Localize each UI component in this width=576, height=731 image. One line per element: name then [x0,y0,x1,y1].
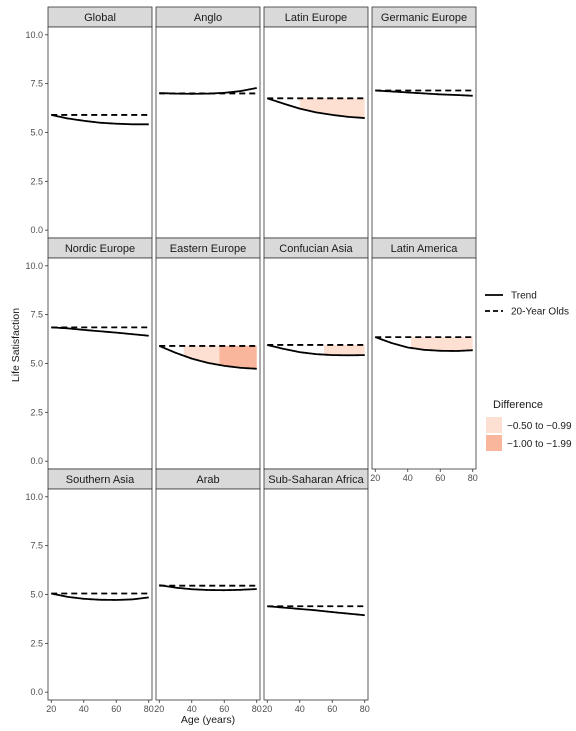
x-tick-label: 80 [468,473,478,483]
x-tick-label: 60 [435,473,445,483]
panel-plot-area [371,257,477,470]
trend-line [51,114,149,126]
trend-line [375,89,473,97]
panel-plot-area [47,26,153,239]
legend-fill-swatch [486,435,502,451]
y-tick-label: 2.5 [30,407,43,417]
panel-germanic-europe: Germanic Europe [371,6,477,239]
panel-plot-area [263,257,369,470]
x-axis-title: Age (years) [181,714,235,726]
x-tick-label: 80 [252,704,262,714]
difference-shading [299,98,365,119]
difference-shading [219,345,257,369]
x-tick-label: 40 [79,704,89,714]
trend-line [159,584,257,592]
y-tick-label: 0.0 [30,456,43,466]
panel-title: Latin Europe [285,12,347,24]
panel-latin-america: Latin America 20 40 60 80 [370,237,478,483]
panel-global: Global 0.0 2.5 5.0 7.5 10.0 [25,6,153,239]
panel-plot-area [263,26,369,239]
panel-title: Global [84,12,116,24]
x-tick-label: 40 [295,704,305,714]
panel-eastern-europe: Eastern Europe [155,237,261,470]
x-tick-label: 40 [187,704,197,714]
difference-shading [324,344,365,356]
x-tick-label: 20 [154,704,164,714]
legend-fill-swatch [486,417,502,433]
legend-line-label: 20-Year Olds [511,307,569,318]
panel-nordic-europe: Nordic Europe 0.0 2.5 5.0 7.5 10.0 [25,237,153,470]
panel-title: Arab [196,474,219,486]
x-tick-label: 20 [46,704,56,714]
panel-plot-area [155,488,261,701]
y-tick-label: 10.0 [25,261,43,271]
trend-line [159,87,257,95]
y-tick-label: 10.0 [25,30,43,40]
panel-arab: Arab 20 40 60 80 [154,468,262,714]
y-tick-label: 2.5 [30,638,43,648]
panel-title: Southern Asia [66,474,135,486]
x-tick-label: 20 [262,704,272,714]
panel-anglo: Anglo [155,6,261,239]
x-tick-label: 40 [403,473,413,483]
panel-southern-asia: Southern Asia 0.0 2.5 5.0 7.5 10.0 20 40 60 80 [25,468,154,714]
trend-line [51,326,149,337]
trend-line [374,336,473,352]
panel-plot-area [47,257,153,470]
y-tick-label: 7.5 [30,310,43,320]
x-tick-label: 80 [360,704,370,714]
panel-title: Sub-Saharan Africa [268,474,364,486]
difference-shading [411,337,473,351]
trend-line [51,592,149,601]
y-tick-label: 5.0 [30,128,43,138]
panel-title: Eastern Europe [170,243,246,255]
panel-latin-europe: Latin Europe [263,6,369,239]
y-axis-title: Life Satisfaction [10,308,22,382]
difference-shading [183,345,220,365]
legend-line-label: Trend [511,291,537,302]
legend-fill-title: Difference [493,399,543,411]
panel-plot-area [47,488,153,701]
panel-sub-saharan-africa: Sub-Saharan Africa 20 40 60 80 [262,468,370,714]
y-tick-label: 2.5 [30,176,43,186]
panel-plot-area [371,26,477,239]
panel-plot-area [155,26,261,239]
y-tick-label: 0.0 [30,687,43,697]
x-tick-label: 80 [144,704,154,714]
panel-title: Confucian Asia [279,243,353,255]
x-tick-label: 60 [327,704,337,714]
trend-line [158,345,257,370]
legend-fill-label: −0.50 to −0.99 [507,421,572,432]
y-tick-label: 5.0 [30,359,43,369]
panels: Global 0.0 2.5 5.0 7.5 10.0 Anglo Latin Europe G… [25,6,478,714]
x-tick-label: 60 [219,704,229,714]
panel-confucian-asia: Confucian Asia [263,237,369,470]
trend-line [266,97,365,119]
legend: Trend 20-Year Olds Difference −0.50 to −0.9… [485,291,572,451]
panel-title: Anglo [194,12,222,24]
legend-fill-label: −1.00 to −1.99 [507,439,572,450]
x-tick-label: 20 [370,473,380,483]
y-tick-label: 7.5 [30,79,43,89]
panel-title: Germanic Europe [381,12,467,24]
y-tick-label: 5.0 [30,590,43,600]
y-tick-label: 7.5 [30,541,43,551]
trend-line [267,344,365,357]
x-tick-label: 60 [111,704,121,714]
panel-plot-area [263,488,369,701]
panel-title: Latin America [391,243,459,255]
trend-line [267,605,365,617]
y-tick-label: 10.0 [25,492,43,502]
panel-title: Nordic Europe [65,243,135,255]
y-tick-label: 0.0 [30,225,43,235]
